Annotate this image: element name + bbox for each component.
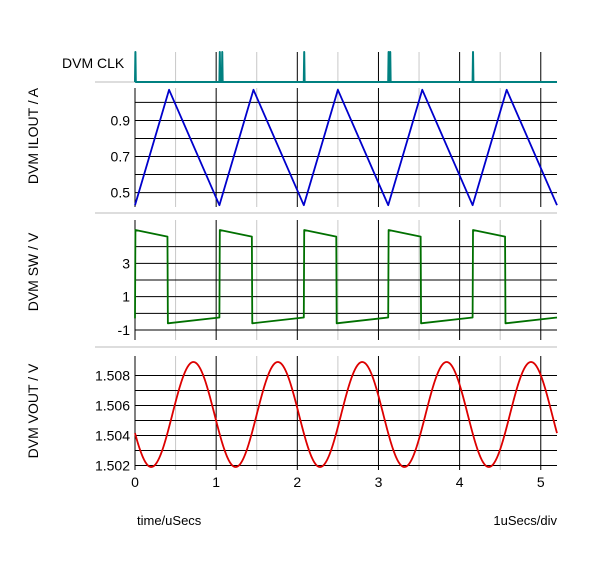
vout-axis-label: DVM VOUT / V bbox=[25, 363, 41, 458]
sw-y-tick-label-1: 1 bbox=[122, 289, 130, 305]
x-scale-label: 1uSecs/div bbox=[493, 513, 557, 528]
vout-y-tick-label-1: 1.506 bbox=[95, 398, 130, 414]
x-axis-label: time/uSecs bbox=[137, 513, 202, 528]
x-tick-label-1: 1 bbox=[212, 474, 220, 490]
grid-layer bbox=[134, 52, 557, 470]
x-tick-label-2: 2 bbox=[293, 474, 301, 490]
sw-axis-label: DVM SW / V bbox=[25, 232, 41, 311]
sw-series-line bbox=[134, 229, 558, 325]
clk-series-line bbox=[134, 51, 557, 83]
x-tick-label-0: 0 bbox=[131, 474, 139, 490]
vout-y-tick-label-2: 1.504 bbox=[95, 428, 130, 444]
ilout-series-line bbox=[134, 88, 558, 207]
panel-separators bbox=[95, 81, 557, 348]
clk-axis-label: DVM CLK bbox=[62, 55, 125, 71]
x-tick-label-3: 3 bbox=[375, 474, 383, 490]
ilout-y-tick-label-0: 0.9 bbox=[111, 112, 131, 128]
x-tick-label-5: 5 bbox=[537, 474, 545, 490]
vout-y-tick-label-3: 1.502 bbox=[95, 458, 130, 474]
sw-y-tick-label-0: 3 bbox=[122, 255, 130, 271]
ilout-y-tick-label-1: 0.7 bbox=[111, 149, 131, 165]
ilout-axis-label: DVM ILOUT / A bbox=[25, 87, 41, 184]
vout-series-line bbox=[134, 361, 558, 468]
sw-y-tick-label-2: -1 bbox=[118, 322, 131, 338]
axis-label-layer: DVM CLK DVM ILOUT / A DVM SW / V DVM VOUT /… bbox=[25, 55, 125, 458]
x-tick-label-4: 4 bbox=[456, 474, 464, 490]
trace-layer bbox=[134, 51, 558, 468]
ilout-y-tick-label-2: 0.5 bbox=[111, 185, 131, 201]
vout-y-tick-label-0: 1.508 bbox=[95, 368, 130, 384]
